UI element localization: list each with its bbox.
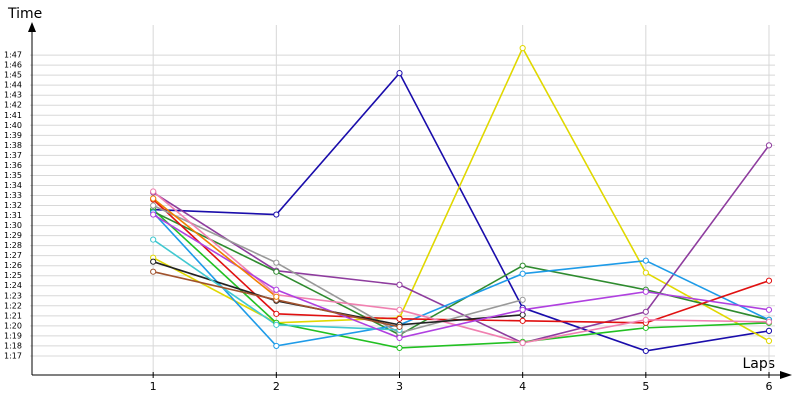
- y-tick-label: 1:38: [4, 141, 22, 150]
- point: [519, 44, 526, 52]
- point: [150, 188, 157, 195]
- point: [273, 321, 280, 328]
- y-tick-label: 1:29: [4, 231, 22, 240]
- y-tick-label: 1:31: [4, 211, 22, 220]
- point: [765, 318, 773, 325]
- point: [642, 324, 649, 331]
- x-tick-label: 3: [396, 380, 403, 393]
- point: [396, 344, 403, 352]
- y-tick-label: 1:35: [4, 171, 22, 180]
- point: [150, 236, 157, 243]
- point: [273, 259, 280, 266]
- y-tick-label: 1:36: [4, 161, 22, 170]
- y-axis-label: Time: [7, 6, 42, 22]
- point: [273, 286, 280, 293]
- point: [273, 310, 280, 317]
- y-tick-label: 1:44: [4, 81, 22, 90]
- point: [396, 315, 403, 322]
- x-tick-label: 2: [273, 380, 280, 393]
- y-tick-label: 1:27: [4, 251, 22, 260]
- point: [765, 142, 773, 149]
- series-line: [152, 213, 770, 339]
- y-tick-label: 1:33: [4, 191, 22, 200]
- y-tick-label: 1:46: [4, 61, 22, 70]
- point: [519, 262, 526, 269]
- point: [150, 202, 157, 209]
- series-line: [152, 144, 770, 344]
- y-tick-label: 1:42: [4, 101, 22, 110]
- point: [396, 334, 403, 341]
- y-tick-label: 1:43: [4, 91, 22, 100]
- y-axis-arrow: [28, 22, 36, 32]
- point: [273, 342, 280, 350]
- point: [150, 195, 157, 202]
- x-axis-label: Laps: [742, 356, 775, 372]
- y-tick-label: 1:21: [4, 311, 22, 320]
- point: [642, 316, 649, 323]
- y-tick-label: 1:40: [4, 121, 22, 130]
- point: [642, 269, 649, 276]
- point: [150, 258, 157, 265]
- point: [150, 211, 157, 218]
- y-tick-label: 1:34: [4, 181, 22, 190]
- point: [396, 306, 403, 313]
- x-tick-label: 4: [519, 380, 526, 393]
- point: [519, 311, 526, 318]
- y-tick-label: 1:39: [4, 131, 22, 140]
- y-tick-label: 1:30: [4, 221, 22, 230]
- point: [765, 277, 773, 284]
- point: [642, 347, 649, 355]
- y-tick-label: 1:45: [4, 71, 22, 80]
- y-tick-label: 1:37: [4, 151, 22, 160]
- point: [765, 306, 773, 313]
- series-line: [152, 208, 770, 349]
- x-tick-label: 6: [765, 380, 772, 393]
- point: [396, 70, 403, 77]
- y-tick-label: 1:20: [4, 321, 22, 330]
- point: [519, 306, 526, 313]
- y-tick-label: 1:32: [4, 201, 22, 210]
- point: [765, 327, 773, 334]
- y-tick-label: 1:22: [4, 301, 22, 310]
- point: [519, 317, 526, 324]
- series-line: [152, 197, 277, 298]
- point: [642, 308, 649, 315]
- x-tick-label: 5: [642, 380, 649, 393]
- point: [765, 337, 773, 345]
- point: [396, 323, 403, 330]
- y-tick-label: 1:23: [4, 291, 22, 300]
- y-tick-label: 1:17: [4, 351, 22, 360]
- y-tick-label: 1:41: [4, 111, 22, 120]
- y-tick-label: 1:25: [4, 271, 22, 280]
- point: [273, 211, 280, 218]
- y-tick-label: 1:19: [4, 331, 22, 340]
- y-tick-label: 1:26: [4, 261, 22, 270]
- x-axis-arrow: [780, 371, 792, 379]
- point: [273, 268, 280, 275]
- point: [519, 270, 526, 277]
- point: [150, 268, 157, 275]
- point: [396, 281, 403, 288]
- point: [642, 288, 649, 295]
- point: [519, 339, 526, 347]
- y-tick-label: 1:28: [4, 241, 22, 250]
- y-tick-label: 1:47: [4, 51, 22, 60]
- point: [273, 293, 280, 300]
- point: [519, 296, 526, 303]
- y-tick-label: 1:24: [4, 281, 22, 290]
- series-line: [152, 211, 770, 347]
- series-line: [152, 204, 523, 334]
- series-line: [153, 71, 770, 352]
- point: [642, 257, 649, 264]
- y-tick-label: 1:18: [4, 341, 22, 350]
- x-tick-label: 1: [150, 380, 157, 393]
